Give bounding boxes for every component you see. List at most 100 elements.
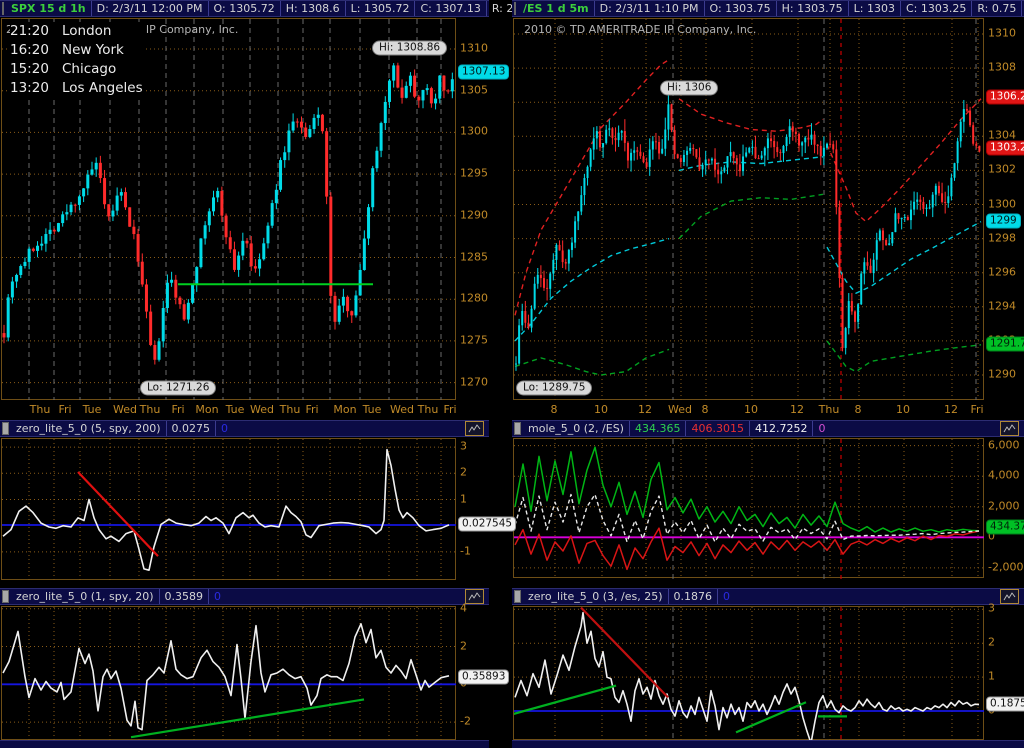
candle-body bbox=[161, 307, 165, 342]
candle-body bbox=[136, 234, 140, 262]
y-tick-label: 0 bbox=[988, 529, 995, 543]
zl200-value-axis[interactable]: 3 2 1 -1 bbox=[456, 438, 512, 580]
x-tick-label: Wed bbox=[250, 403, 274, 416]
candle-body bbox=[813, 134, 816, 145]
chart-style-button[interactable] bbox=[465, 421, 484, 436]
header-field: H: 1308.6 bbox=[281, 1, 346, 16]
candle-body bbox=[595, 131, 598, 139]
study-value: 0.0275 bbox=[167, 421, 217, 436]
clock-city: Los Angeles bbox=[62, 80, 143, 96]
sparkline-icon bbox=[468, 424, 481, 433]
chart-style-button[interactable] bbox=[1000, 589, 1019, 604]
candle-body bbox=[561, 250, 564, 263]
candle-body bbox=[751, 146, 754, 148]
panel-drag-grip[interactable] bbox=[514, 422, 521, 435]
clock-time: 16:20 bbox=[10, 42, 49, 58]
x-tick-label: Fri bbox=[443, 403, 457, 416]
panel-drag-grip[interactable] bbox=[2, 2, 4, 15]
candle-body bbox=[375, 150, 379, 169]
study-title: mole_5_0 (2, /ES) bbox=[523, 421, 630, 436]
zl25-study-plot[interactable] bbox=[513, 606, 985, 741]
candle-body bbox=[295, 121, 299, 123]
drawn-trendline bbox=[580, 607, 669, 699]
candle-body bbox=[333, 295, 337, 322]
candle-body bbox=[425, 88, 429, 91]
sparkline-icon bbox=[1003, 424, 1016, 433]
mole-green-line bbox=[514, 446, 980, 533]
candle-body bbox=[316, 114, 320, 118]
mole-study-header: mole_5_0 (2, /ES) 434.365 406.3015 412.7252… bbox=[512, 420, 1024, 437]
study-title: zero_lite_5_0 (3, /es, 25) bbox=[523, 589, 669, 604]
zl25-value-axis[interactable]: 3210 bbox=[984, 602, 1024, 740]
candle-body bbox=[312, 117, 316, 130]
candle-body bbox=[626, 142, 629, 161]
panel-drag-grip[interactable] bbox=[514, 590, 521, 603]
drawn-trendline bbox=[130, 698, 365, 739]
zl20-study-header: zero_lite_5_0 (1, spy, 20) 0.3589 0 bbox=[0, 588, 489, 605]
y-tick-label: 1285 bbox=[460, 250, 488, 263]
candle-body bbox=[819, 145, 822, 157]
chart-style-button[interactable] bbox=[465, 589, 484, 604]
panel-drag-grip[interactable] bbox=[514, 2, 516, 15]
panel-drag-grip[interactable] bbox=[2, 590, 9, 603]
candle-body bbox=[959, 121, 962, 142]
candle-body bbox=[362, 238, 366, 270]
world-clock-gadget: 21:20 London 16:20 New York 15:20 Chicago 13:2… bbox=[10, 22, 143, 98]
candle-body bbox=[119, 192, 123, 196]
candle-body bbox=[670, 104, 673, 131]
candle-body bbox=[891, 232, 894, 244]
vwap-band-line bbox=[514, 59, 670, 316]
candle-body bbox=[878, 230, 881, 241]
y-tick-label: -2,000 bbox=[988, 560, 1024, 574]
candle-body bbox=[577, 211, 580, 222]
x-tick-label: Mon bbox=[195, 403, 219, 416]
y-tick-label: 1295 bbox=[460, 166, 488, 180]
candle-body bbox=[174, 279, 178, 298]
spx-price-axis[interactable]: 1310 1305 1300 1295 1290 1285 1280 1275 1270 bbox=[456, 18, 512, 400]
candle-body bbox=[350, 311, 354, 316]
es-price-chart[interactable] bbox=[513, 18, 985, 401]
candle-body bbox=[220, 191, 224, 216]
x-tick-label: Thu bbox=[279, 403, 301, 416]
zl200-study-plot[interactable] bbox=[1, 438, 457, 581]
mole-value-axis[interactable]: 6,000 4,000 2,000 0 -2,000 bbox=[984, 438, 1024, 578]
candle-body bbox=[73, 204, 77, 206]
candle-body bbox=[779, 152, 782, 154]
mole-study-plot[interactable] bbox=[513, 438, 985, 579]
sparkline-icon bbox=[468, 592, 481, 601]
es-time-axis[interactable]: 8 10 12 Wed 8 10 12 Thu 8 10 12 Fri bbox=[513, 400, 984, 418]
candle-body bbox=[279, 160, 283, 190]
candle-body bbox=[732, 152, 735, 159]
axis-price-bubble: 1306.23 bbox=[986, 89, 1024, 105]
study-zero-value: 0 bbox=[214, 590, 222, 603]
y-tick-label: 2 bbox=[460, 465, 467, 479]
chart-style-button[interactable] bbox=[1000, 421, 1019, 436]
candle-body bbox=[157, 341, 161, 360]
candle-body bbox=[574, 221, 577, 243]
candle-body bbox=[299, 121, 303, 128]
zl25-study-header: zero_lite_5_0 (3, /es, 25) 0.1876 0 bbox=[512, 588, 1024, 605]
spx-time-axis[interactable]: Thu Fri Tue Wed Thu Fri Mon Tue Wed Thu Fri Mon Tue W… bbox=[1, 400, 457, 418]
spx-chart-header: SPX 15 d 1h D: 2/3/11 12:00 PM O: 1305.72 H… bbox=[0, 0, 571, 17]
study-series-line bbox=[2, 448, 450, 571]
candle-body bbox=[367, 207, 371, 239]
candle-body bbox=[866, 262, 869, 266]
candle-body bbox=[916, 199, 919, 202]
zl20-study-plot[interactable] bbox=[1, 606, 457, 741]
study-chart-canvas bbox=[514, 439, 985, 579]
candle-body bbox=[417, 96, 421, 101]
candle-body bbox=[379, 123, 383, 151]
study-title: zero_lite_5_0 (1, spy, 20) bbox=[11, 589, 160, 604]
candle-body bbox=[86, 174, 90, 189]
vwap-band-line bbox=[514, 237, 670, 342]
candle-body bbox=[413, 75, 417, 97]
candle-body bbox=[228, 237, 232, 250]
candle-body bbox=[651, 141, 654, 150]
candle-body bbox=[107, 204, 111, 217]
clock-city: New York bbox=[62, 42, 124, 58]
candle-body bbox=[308, 129, 312, 137]
clock-time: 21:20 bbox=[10, 23, 49, 39]
symbol-label: /ES 1 d 5m bbox=[518, 1, 595, 16]
panel-drag-grip[interactable] bbox=[2, 422, 9, 435]
candle-body bbox=[695, 149, 698, 158]
